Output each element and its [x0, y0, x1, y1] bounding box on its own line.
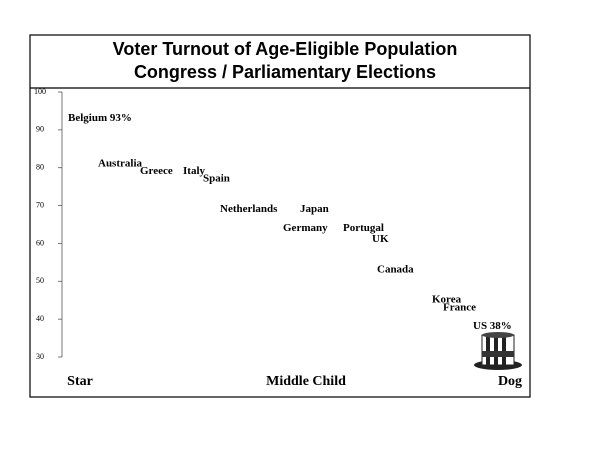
y-tick-label: 100	[34, 87, 46, 96]
y-tick-label: 40	[36, 314, 44, 323]
y-tick-label: 30	[36, 352, 44, 361]
point-label: Japan	[300, 203, 329, 215]
point-label: Greece	[140, 165, 173, 177]
x-label: Star	[67, 374, 93, 389]
point-label: Australia	[98, 157, 143, 169]
point-label: Italy	[183, 165, 206, 177]
point-label: Korea	[432, 294, 462, 306]
y-tick-label: 80	[36, 163, 44, 172]
chart-subtitle: Congress / Parliamentary Elections	[134, 62, 436, 82]
y-tick-label: 60	[36, 238, 44, 247]
chart-title: Voter Turnout of Age-Eligible Population	[113, 39, 458, 59]
x-label: Dog	[498, 374, 522, 389]
y-tick-label: 50	[36, 276, 44, 285]
point-label: Canada	[377, 263, 414, 275]
frame	[29, 34, 531, 398]
y-tick-label: 90	[36, 125, 44, 134]
point-label: Netherlands	[220, 203, 278, 215]
point-label: France	[443, 301, 476, 313]
point-label: US 38%	[473, 320, 512, 332]
top-hat	[474, 332, 522, 370]
x-label: Middle Child	[266, 374, 346, 389]
y-tick-label: 70	[36, 200, 44, 209]
point-label: Belgium 93%	[68, 112, 132, 124]
point-label: Portugal	[343, 222, 384, 234]
point-label: UK	[372, 233, 389, 245]
point-label: Germany	[283, 222, 328, 234]
point-label: Spain	[203, 173, 230, 185]
